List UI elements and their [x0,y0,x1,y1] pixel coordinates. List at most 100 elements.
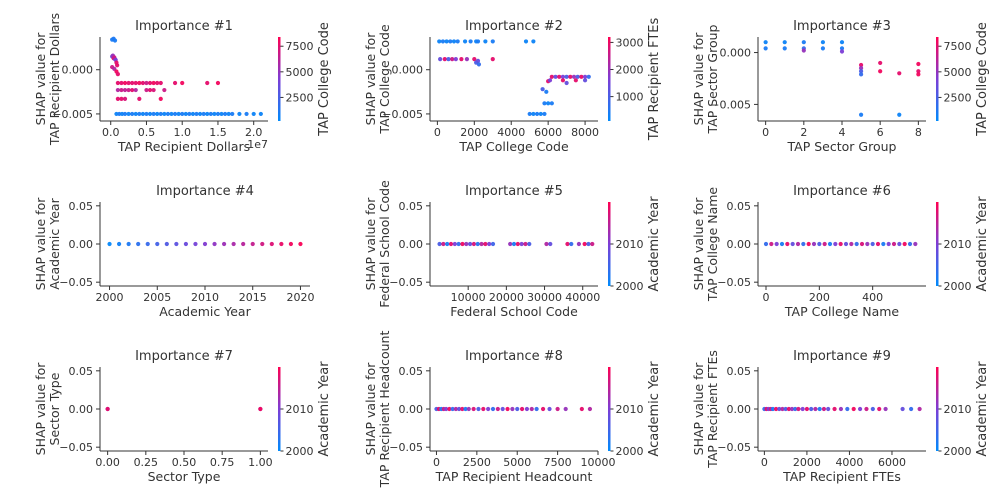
colorbar-tick-label: 2000 [944,445,972,458]
data-point [137,80,142,86]
data-point [483,241,488,247]
data-point [158,80,163,86]
data-point [531,39,536,44]
data-point [916,72,921,77]
data-point [448,39,453,44]
colorbar [936,202,939,286]
data-point [126,87,131,93]
x-tick-label: 20000 [489,291,524,304]
x-tick-label: 0.50 [172,456,197,469]
data-point [187,111,192,117]
data-point [251,111,256,117]
data-point [897,71,902,76]
data-point [122,80,128,86]
x-tick-label: 0 [762,126,769,139]
data-point [763,40,768,45]
data-point [573,78,578,83]
data-point [582,78,588,83]
subplot-title: Importance #6 [793,184,891,199]
data-point [476,406,481,412]
data-point [833,241,838,247]
data-point [444,39,449,44]
x-tick-label: 8000 [571,126,599,139]
data-point [529,406,534,412]
colorbar-tick-label: 1000 [616,91,644,104]
subplot-9: Importance #90 2000 4000 60000.050.00−0.05T… [691,349,990,484]
data-point [116,241,122,247]
x-tick-label: 8 [915,126,922,139]
y-axis-label: SHAP value for [691,197,706,291]
x-tick-label: 40000 [565,291,600,304]
scatter-points [105,406,263,412]
colorbar [608,202,611,286]
colorbar [608,367,611,451]
subplot-2: Importance #2 0 2000 4000 6000 8000 0.000 −0.00… [363,18,662,154]
x-axis-label: TAP Recipient Dollars [117,139,250,154]
x-tick-label: 2000 [793,456,821,469]
y-tick-label: −0.05 [59,276,93,289]
x-tick-label: 2 [800,126,807,139]
data-point [140,111,145,117]
data-point [298,241,303,247]
data-point [450,57,455,62]
data-point [169,111,174,117]
data-point [564,80,569,86]
data-point [122,96,128,101]
data-point [785,241,790,247]
subplot-title: Importance #1 [135,19,233,34]
data-point [112,38,118,43]
data-point [444,406,449,412]
data-point [205,111,210,117]
data-point [839,46,845,51]
data-point [790,241,795,247]
data-point [789,406,795,412]
colorbar-tick-label: 2000 [616,64,644,77]
data-point [165,111,171,117]
data-point [858,112,864,117]
data-point [763,46,768,51]
data-point [523,241,528,247]
y-tick-label: 0.05 [69,200,94,213]
y-axis-label: SHAP value for [691,362,706,456]
data-point [437,241,442,247]
y-axis-label: TAP Recipient FTEs [705,350,720,469]
data-point [859,241,865,247]
data-point [486,406,491,412]
colorbar-tick-label: 2010 [944,238,972,251]
data-point [548,241,553,247]
data-point [563,406,568,412]
data-point [571,74,577,79]
data-point [441,241,446,247]
data-point [212,111,217,117]
scatter-points [434,406,593,412]
data-point [460,406,465,412]
data-point [783,406,788,412]
data-point [811,241,817,247]
data-point [490,241,496,247]
data-point [523,39,529,44]
x-tick-label: 0.5 [138,126,156,139]
data-point [870,406,875,412]
colorbar-tick-label: 5000 [286,66,314,79]
data-point [913,241,918,247]
y-tick-label: −0.005 [382,108,423,121]
data-point [575,74,580,79]
data-point [897,241,902,247]
y-tick-label: −0.005 [52,108,93,121]
data-point [839,40,845,45]
data-point [456,406,462,412]
data-point [468,39,473,44]
data-point [467,241,473,247]
data-point [147,111,153,117]
x-axis-label: TAP Recipient FTEs [782,469,901,484]
subplot-1: Importance #1 0.0 0.5 1.0 1.5 2.0 0.000 −0.005 1… [33,13,332,154]
data-point [464,57,470,62]
data-point [557,74,562,79]
data-point [144,80,149,86]
colorbar-tick-label: 2000 [616,445,644,458]
data-point [582,241,587,247]
scatter-points [437,39,591,117]
y-axis-label: SHAP value for [33,197,48,291]
data-point [822,241,827,247]
data-point [590,241,595,247]
